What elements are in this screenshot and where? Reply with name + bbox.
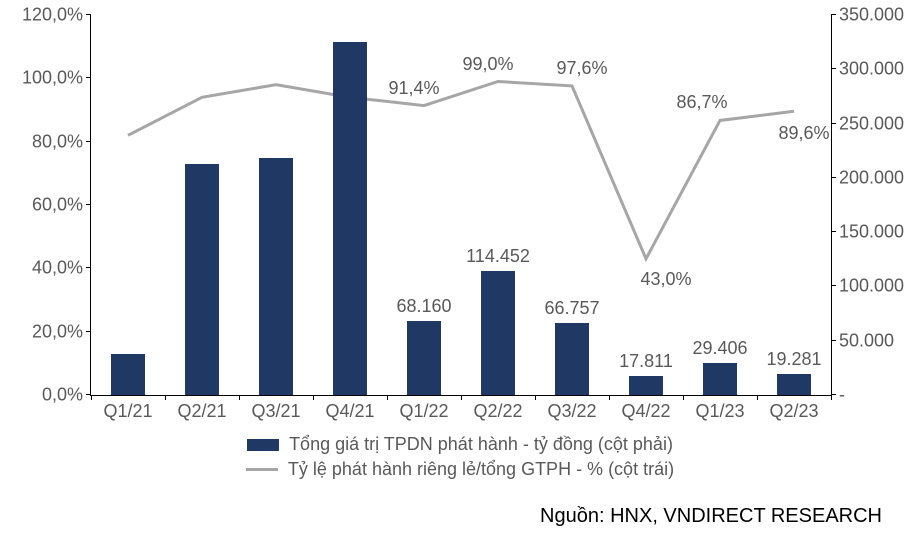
- x-tick-mark: [91, 395, 92, 400]
- y-right-tick-mark: [831, 177, 836, 178]
- y-right-tick-label: 250.000: [831, 113, 904, 134]
- line-data-label: 99,0%: [462, 54, 513, 75]
- y-left-tick-mark: [86, 14, 91, 15]
- y-left-tick-label: 0,0%: [42, 385, 91, 406]
- y-right-tick-mark: [831, 123, 836, 124]
- line-data-label: 89,6%: [778, 123, 829, 144]
- x-category-label: Q1/21: [103, 395, 152, 422]
- x-tick-mark: [165, 395, 166, 400]
- y-left-tick-mark: [86, 141, 91, 142]
- y-right-tick-mark: [831, 340, 836, 341]
- bar: [111, 354, 144, 395]
- legend-item-bars: Tổng giá trị TPDN phát hành - tỷ đồng (c…: [90, 434, 830, 455]
- bar-data-label: 29.406: [692, 338, 747, 359]
- bar-data-label: 17.811: [619, 351, 673, 372]
- bar: [703, 363, 736, 395]
- y-right-tick-label: 150.000: [831, 222, 904, 243]
- legend-bar-swatch: [247, 439, 279, 451]
- bar: [481, 271, 514, 395]
- y-left-tick-mark: [86, 77, 91, 78]
- x-category-label: Q2/21: [177, 395, 226, 422]
- x-category-label: Q3/22: [547, 395, 596, 422]
- line-data-label: 97,6%: [556, 58, 607, 79]
- x-category-label: Q3/21: [251, 395, 300, 422]
- x-category-label: Q4/21: [325, 395, 374, 422]
- bar: [185, 164, 218, 395]
- y-right-tick-mark: [831, 231, 836, 232]
- x-category-label: Q4/22: [621, 395, 670, 422]
- y-right-tick-mark: [831, 285, 836, 286]
- x-tick-mark: [239, 395, 240, 400]
- bar: [333, 42, 366, 395]
- line-data-label: 91,4%: [388, 78, 439, 99]
- plot-area: 0,0%20,0%40,0%60,0%80,0%100,0%120,0%-50.…: [90, 15, 832, 396]
- y-left-tick-mark: [86, 331, 91, 332]
- y-left-tick-mark: [86, 204, 91, 205]
- y-left-tick-label: 80,0%: [32, 131, 91, 152]
- bar: [259, 158, 292, 395]
- legend: Tổng giá trị TPDN phát hành - tỷ đồng (c…: [90, 430, 830, 484]
- chart-container: 0,0% 20,0% 40,0% 60,0% 80,0% 100,0% 120,0% - 50.…: [0, 0, 922, 547]
- y-right-tick-label: 100.000: [831, 276, 904, 297]
- x-tick-mark: [609, 395, 610, 400]
- y-right-tick-mark: [831, 68, 836, 69]
- x-category-label: Q2/23: [769, 395, 818, 422]
- x-tick-mark: [313, 395, 314, 400]
- y-right-tick-label: 50.000: [831, 330, 894, 351]
- bar-data-label: 68.160: [396, 296, 451, 317]
- y-right-tick-label: 350.000: [831, 5, 904, 26]
- x-tick-mark: [683, 395, 684, 400]
- y-right-tick-mark: [831, 14, 836, 15]
- x-category-label: Q1/22: [399, 395, 448, 422]
- y-left-tick-label: 40,0%: [32, 258, 91, 279]
- line-data-label: 43,0%: [640, 269, 691, 290]
- legend-bar-label: Tổng giá trị TPDN phát hành - tỷ đồng (c…: [289, 434, 673, 455]
- y-right-tick-label: 300.000: [831, 59, 904, 80]
- x-tick-mark: [757, 395, 758, 400]
- legend-line-label: Tỷ lệ phát hành riêng lẻ/tổng GTPH - % (…: [288, 459, 674, 480]
- source-text: Nguồn: HNX, VNDIRECT RESEARCH: [540, 505, 882, 528]
- bar: [777, 374, 810, 395]
- bar: [555, 323, 588, 395]
- y-left-tick-label: 120,0%: [22, 5, 91, 26]
- y-left-tick-mark: [86, 267, 91, 268]
- bar-data-label: 66.757: [544, 298, 599, 319]
- y-right-tick-label: -: [831, 385, 845, 406]
- legend-line-swatch: [246, 468, 278, 471]
- bar-data-label: 19.281: [766, 349, 821, 370]
- bar-data-label: 114.452: [466, 246, 530, 267]
- y-left-tick-label: 60,0%: [32, 195, 91, 216]
- y-left-tick-label: 20,0%: [32, 321, 91, 342]
- x-tick-mark: [535, 395, 536, 400]
- x-tick-mark: [461, 395, 462, 400]
- line-data-label: 86,7%: [676, 92, 727, 113]
- y-right-tick-label: 200.000: [831, 167, 904, 188]
- bar: [407, 321, 440, 395]
- legend-item-line: Tỷ lệ phát hành riêng lẻ/tổng GTPH - % (…: [90, 459, 830, 480]
- x-category-label: Q1/23: [695, 395, 744, 422]
- x-tick-mark: [387, 395, 388, 400]
- bar: [629, 376, 662, 395]
- x-tick-mark: [831, 395, 832, 400]
- y-left-tick-label: 100,0%: [22, 68, 91, 89]
- x-category-label: Q2/22: [473, 395, 522, 422]
